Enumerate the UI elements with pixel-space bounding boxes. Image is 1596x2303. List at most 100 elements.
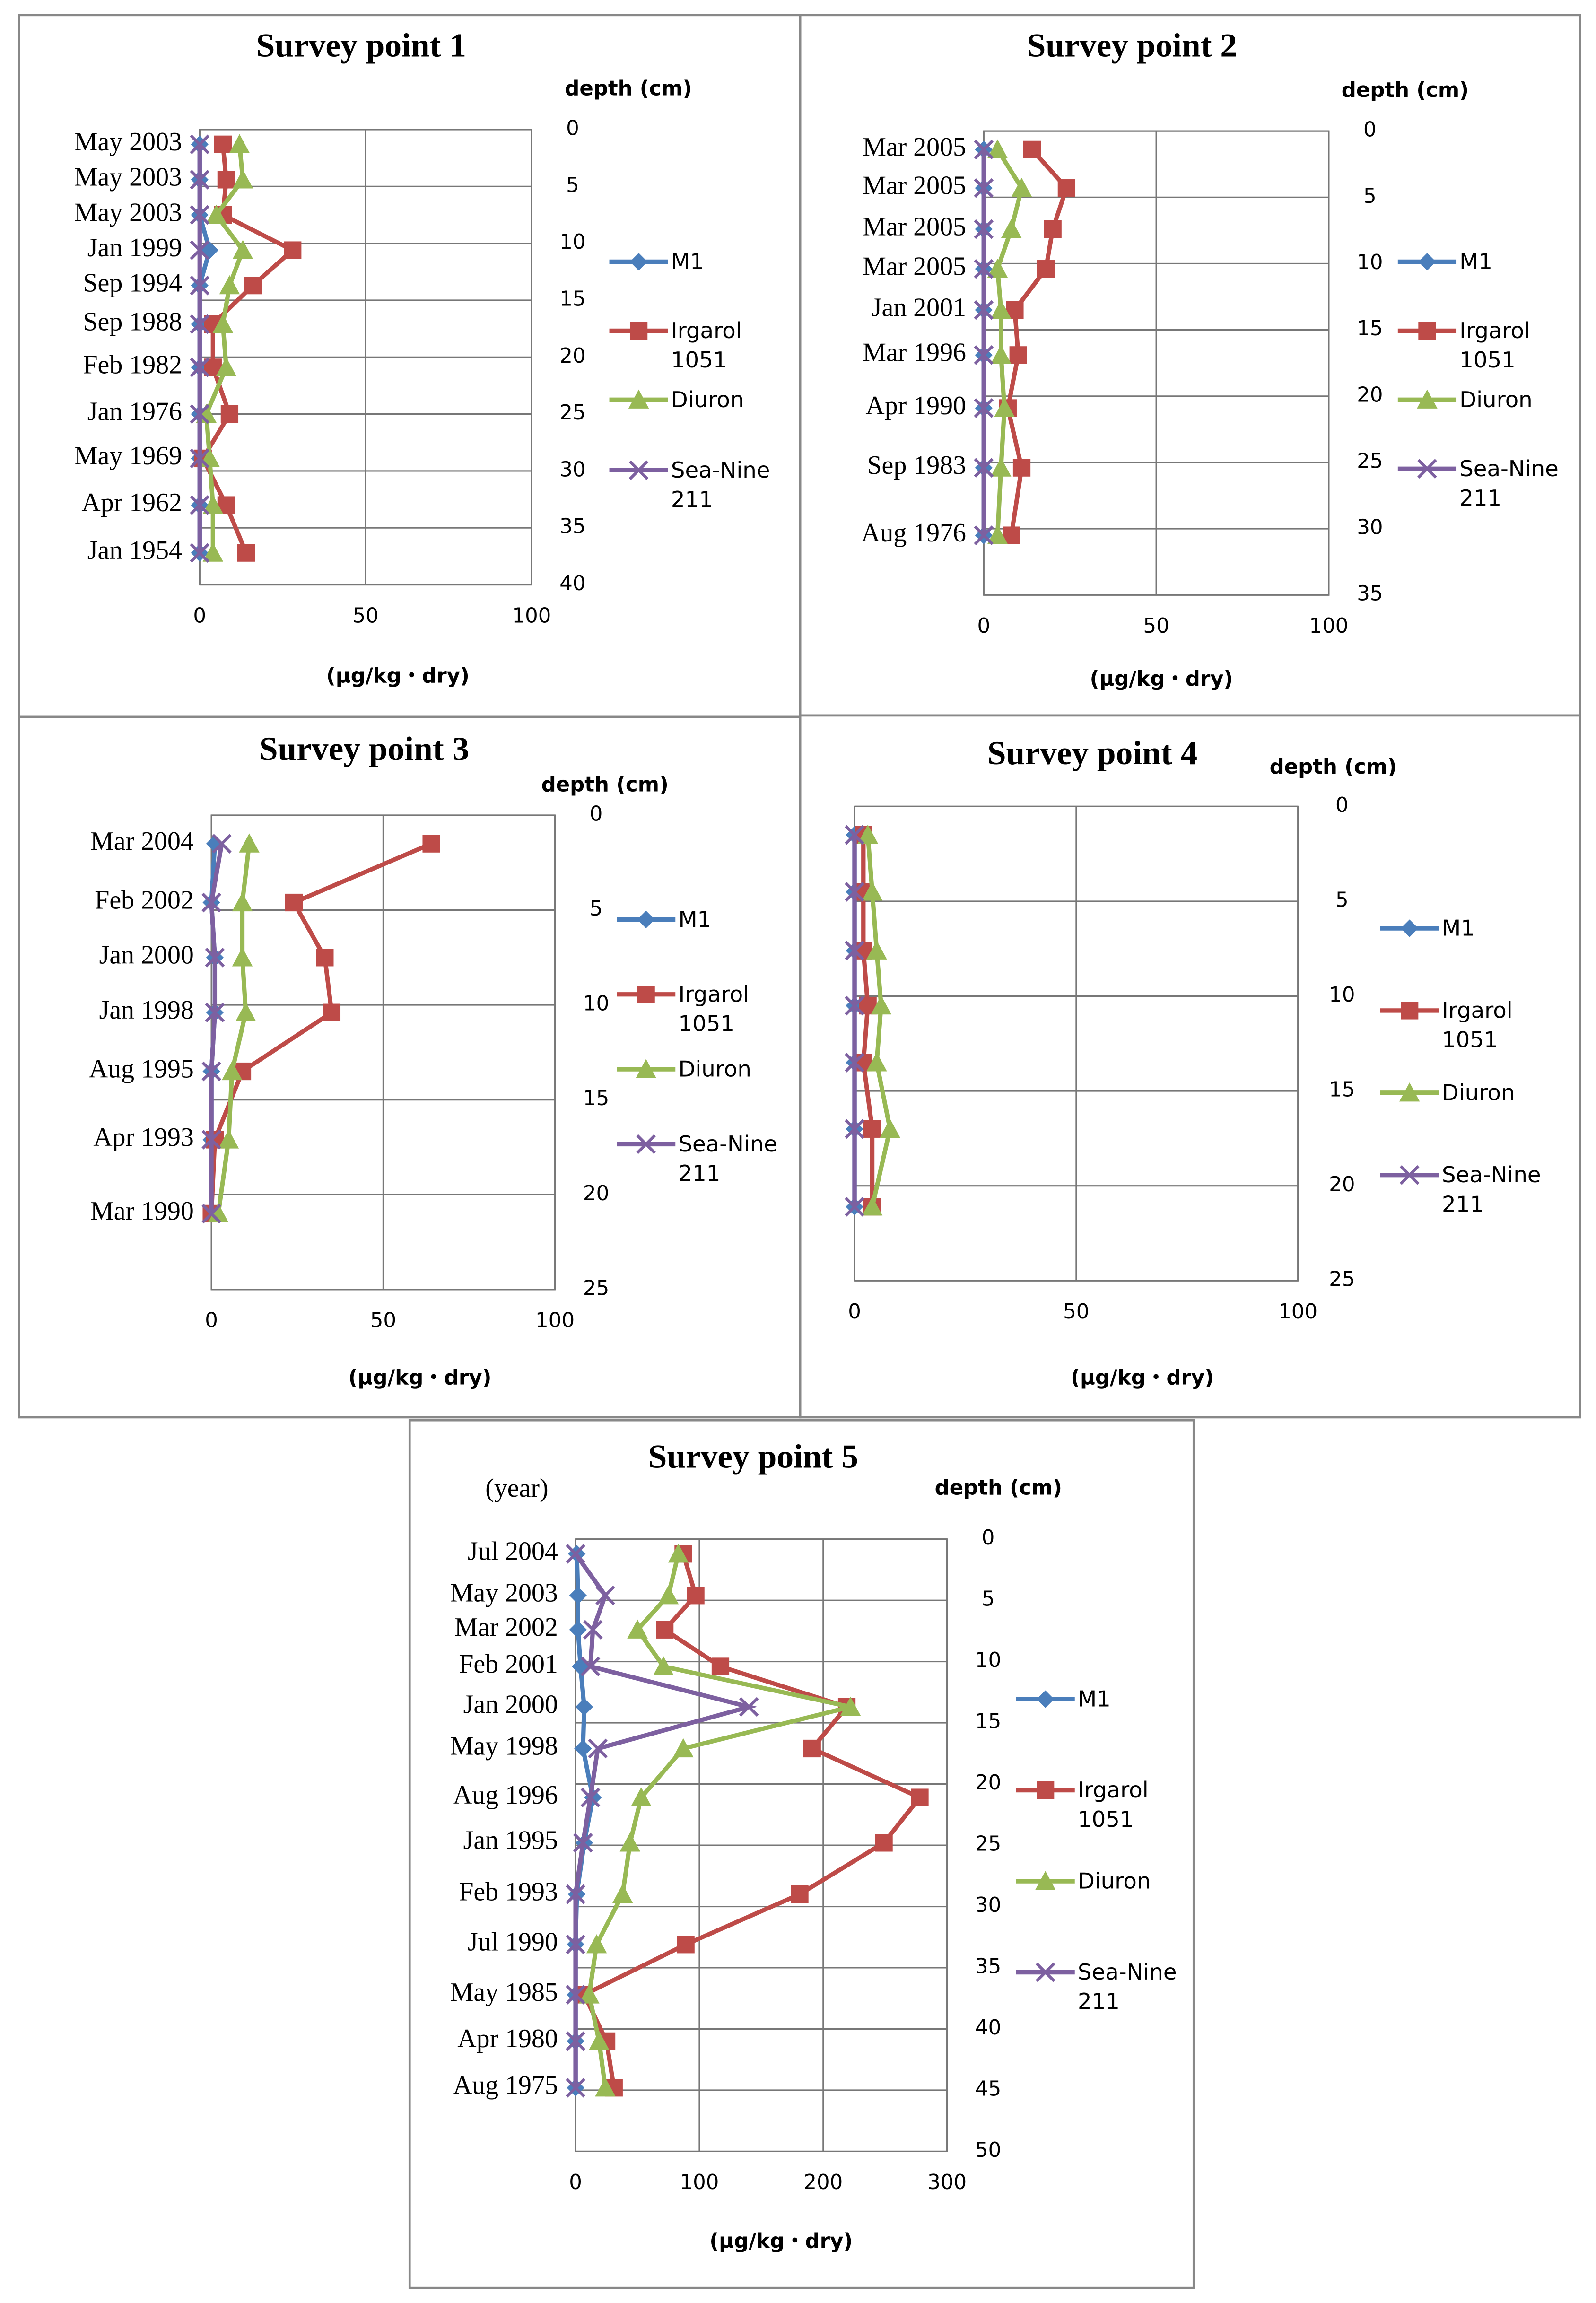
legend-label: Sea-Nine 211 (1459, 455, 1559, 512)
marker (566, 2077, 585, 2098)
legend-label: Sea-Nine 211 (1077, 1959, 1177, 2015)
legend-label: Diuron (671, 386, 744, 413)
marker (237, 544, 255, 562)
marker (190, 543, 210, 563)
y-tick-label: 5 (1335, 888, 1349, 912)
y-tick-label: 10 (1329, 983, 1355, 1007)
marker (974, 219, 994, 239)
marker (214, 135, 232, 153)
marker (235, 1002, 256, 1021)
legend-label: Irgarol 1051 (1077, 1777, 1149, 1833)
marker (208, 1203, 229, 1223)
marker (845, 1119, 864, 1139)
y-tick-label: 5 (590, 897, 603, 921)
y-tick-label: 25 (975, 1832, 1001, 1856)
marker (677, 1936, 695, 1954)
x-axis-label: (μg/kg・dry) (709, 2229, 853, 2253)
marker (220, 405, 239, 423)
legend-marker (1399, 1082, 1420, 1102)
category-label: Mar 1996 (863, 338, 966, 367)
y-tick-label: 40 (559, 572, 585, 595)
category-label: Jan 1995 (463, 1826, 558, 1855)
marker (566, 1884, 585, 1904)
x-tick-label: 100 (1278, 1300, 1317, 1324)
category-label: May 1969 (74, 441, 182, 471)
category-label: Apr 1993 (93, 1123, 194, 1152)
legend-label: Diuron (1459, 386, 1533, 413)
category-label: Aug 1976 (861, 518, 966, 548)
marker (190, 205, 210, 225)
category-label: Feb 1993 (459, 1877, 558, 1906)
marker (586, 1934, 607, 1954)
y-tick-label: 30 (975, 1893, 1001, 1917)
x-tick-label: 50 (370, 1309, 396, 1333)
legend-entry: Diuron (1459, 386, 1533, 413)
marker (201, 892, 221, 913)
marker (739, 1697, 759, 1717)
y-tick-label: 15 (1329, 1078, 1355, 1102)
category-label: Feb 1982 (83, 350, 182, 380)
marker (987, 525, 1008, 544)
marker (579, 1984, 600, 2004)
marker (190, 495, 210, 515)
marker (1009, 346, 1027, 364)
x-tick-label: 50 (352, 604, 378, 628)
y-tick-label: 15 (559, 287, 585, 311)
x-axis-label: (μg/kg・dry) (1071, 1366, 1214, 1390)
legend-label: Diuron (1441, 1079, 1515, 1106)
category-label: Sep 1994 (83, 268, 182, 297)
y-tick-label: 20 (1329, 1173, 1355, 1196)
category-label: Jan 2001 (872, 293, 966, 322)
legend-entry: M1 (678, 906, 712, 933)
marker (974, 300, 994, 320)
x-tick-label: 300 (927, 2171, 967, 2194)
category-label: Sep 1988 (83, 307, 182, 336)
marker (845, 882, 864, 902)
marker (221, 1061, 243, 1081)
x-axis-label: (μg/kg・dry) (349, 1366, 492, 1390)
y-tick-label: 5 (1363, 184, 1377, 208)
marker (1012, 459, 1031, 477)
category-label: Jan 2000 (99, 941, 194, 970)
marker (190, 448, 210, 469)
category-label: Mar 2005 (863, 171, 966, 200)
marker (232, 892, 253, 912)
y-tick-label: 45 (975, 2077, 1001, 2101)
marker (653, 1656, 674, 1675)
legend-label: M1 (678, 906, 712, 933)
x-tick-label: 0 (848, 1300, 861, 1324)
marker (673, 1738, 694, 1758)
legend-marker (1401, 919, 1419, 937)
x-axis-label: (μg/kg・dry) (326, 664, 470, 688)
legend-entry: Diuron (1441, 1079, 1515, 1106)
marker (845, 1196, 864, 1217)
y-tick-label: 15 (975, 1710, 1001, 1734)
marker (974, 345, 994, 365)
marker (1001, 218, 1022, 238)
marker (791, 1885, 809, 1903)
marker (580, 1788, 601, 1807)
marker (862, 1196, 883, 1216)
y-tick-label: 0 (1363, 118, 1377, 142)
legend-label: Diuron (678, 1056, 751, 1083)
legend-marker (628, 389, 649, 409)
y-axis-label: depth (cm) (565, 77, 692, 101)
legend-marker (629, 322, 648, 340)
marker (284, 241, 302, 259)
marker (974, 140, 994, 160)
panel-border (799, 714, 1581, 1419)
y-tick-label: 25 (559, 401, 585, 425)
category-label: Apr 1990 (865, 391, 966, 420)
category-label: Jan 1999 (87, 233, 182, 262)
marker (845, 825, 864, 845)
x-tick-label: 0 (977, 614, 990, 638)
marker (974, 178, 994, 198)
marker (862, 881, 883, 901)
legend-entry: Diuron (1078, 1868, 1151, 1894)
y-tick-label: 30 (559, 458, 585, 481)
legend-entry: Irgarol 1051 (671, 317, 742, 373)
legend-marker (1417, 389, 1438, 409)
marker (974, 259, 994, 279)
marker (202, 495, 224, 514)
chart-title: Survey point 2 (1027, 27, 1237, 64)
